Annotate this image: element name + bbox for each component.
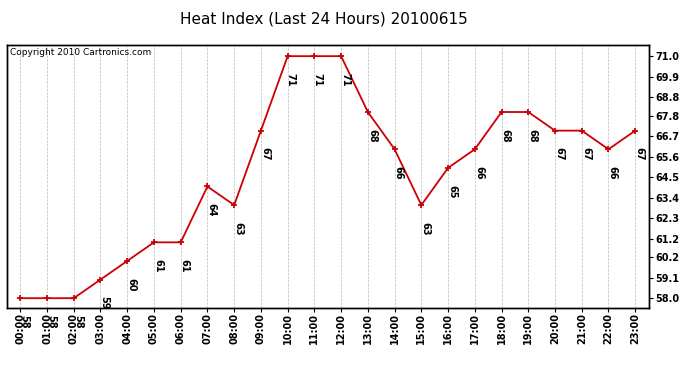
Text: 65: 65 xyxy=(447,184,457,198)
Text: 58: 58 xyxy=(46,315,56,328)
Text: 68: 68 xyxy=(367,129,377,142)
Text: 67: 67 xyxy=(581,147,591,161)
Text: 66: 66 xyxy=(394,166,404,179)
Text: 63: 63 xyxy=(420,222,431,235)
Text: 67: 67 xyxy=(634,147,644,161)
Text: 67: 67 xyxy=(554,147,564,161)
Text: 60: 60 xyxy=(126,278,137,291)
Text: 64: 64 xyxy=(206,203,217,217)
Text: 67: 67 xyxy=(260,147,270,161)
Text: Heat Index (Last 24 Hours) 20100615: Heat Index (Last 24 Hours) 20100615 xyxy=(180,11,469,26)
Text: 71: 71 xyxy=(312,73,322,86)
Text: 58: 58 xyxy=(73,315,83,328)
Text: 71: 71 xyxy=(286,73,295,86)
Text: 71: 71 xyxy=(340,73,351,86)
Text: 59: 59 xyxy=(99,296,110,310)
Text: 68: 68 xyxy=(501,129,511,142)
Text: 63: 63 xyxy=(233,222,244,235)
Text: 61: 61 xyxy=(153,259,163,273)
Text: 61: 61 xyxy=(180,259,190,273)
Text: 66: 66 xyxy=(474,166,484,179)
Text: 58: 58 xyxy=(19,315,30,328)
Text: Copyright 2010 Cartronics.com: Copyright 2010 Cartronics.com xyxy=(10,48,151,57)
Text: 66: 66 xyxy=(608,166,618,179)
Text: 68: 68 xyxy=(527,129,538,142)
